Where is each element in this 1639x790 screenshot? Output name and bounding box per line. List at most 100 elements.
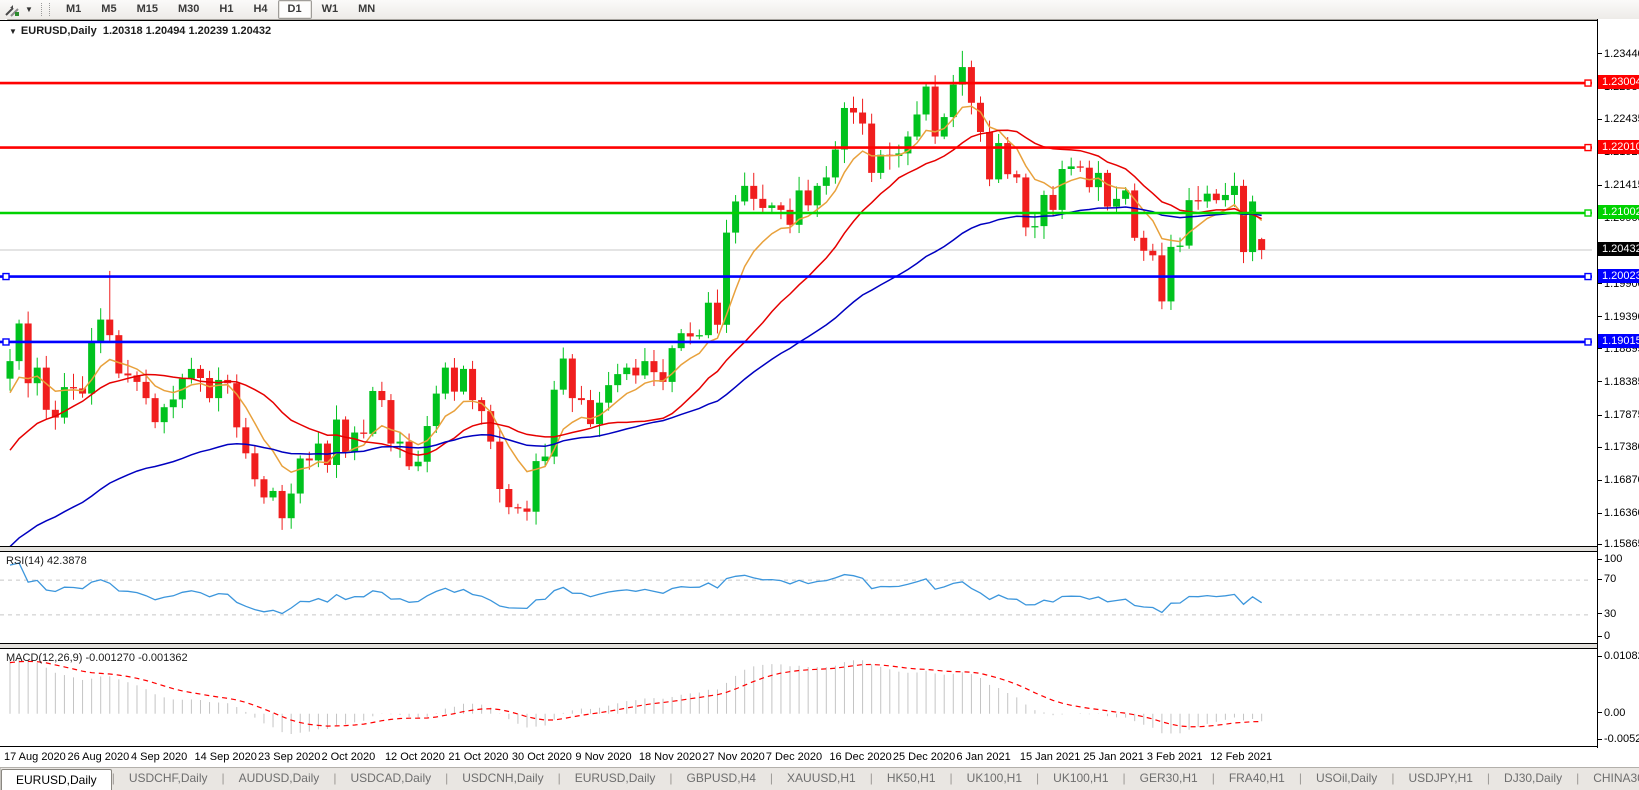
date-label: 12 Oct 2020 xyxy=(384,751,445,763)
date-axis[interactable]: 17 Aug 2020 26 Aug 2020 4 Sep 2020 14 Sep 2… xyxy=(0,747,1597,767)
axis-tick-label: 1.18385 xyxy=(1598,376,1639,388)
panel-splitter[interactable] xyxy=(0,547,1597,551)
macd-plot[interactable] xyxy=(0,649,1597,746)
tab-divider: | xyxy=(669,771,673,785)
tab-divider: | xyxy=(333,771,337,785)
tab-divider: | xyxy=(1122,771,1126,785)
date-label: 17 Aug 2020 xyxy=(4,751,66,763)
timeframe-button-m1[interactable]: M1 xyxy=(66,3,82,15)
candlestick-chart[interactable] xyxy=(0,21,1597,546)
price-level-badge: 1.22010 xyxy=(1598,139,1639,154)
level-anchor-icon xyxy=(1584,143,1592,152)
chart-tab[interactable]: XAUUSD,H1 xyxy=(787,771,856,785)
date-label: 21 Oct 2020 xyxy=(448,751,509,763)
chart-tab[interactable]: EURUSD,Daily xyxy=(1,769,112,790)
date-label: 30 Oct 2020 xyxy=(511,751,572,763)
date-label: 14 Sep 2020 xyxy=(194,751,257,763)
chart-tab[interactable]: EURUSD,Daily xyxy=(574,771,656,785)
tab-divider: | xyxy=(445,771,449,785)
chart-tab[interactable]: UK100,H1 xyxy=(966,771,1023,785)
date-label: 7 Dec 2020 xyxy=(765,751,823,763)
date-label: 12 Feb 2021 xyxy=(1210,751,1273,763)
tabbar-grip xyxy=(0,768,1,790)
price-level-badge: 1.20023 xyxy=(1598,268,1639,283)
chart-tab[interactable]: USDCHF,Daily xyxy=(128,771,208,785)
level-anchor-icon xyxy=(2,338,10,346)
macd-axis-label: -0.005227 xyxy=(1598,733,1639,745)
timeframe-button-m30[interactable]: M30 xyxy=(177,3,200,15)
tab-divider: | xyxy=(221,771,225,785)
chart-ohlc-values: 1.20318 1.20494 1.20239 1.20432 xyxy=(102,25,272,37)
date-label: 16 Dec 2020 xyxy=(829,751,892,763)
chart-tab[interactable]: USDCNH,Daily xyxy=(462,771,544,785)
macd-signal-line xyxy=(9,660,1262,728)
date-label: 9 Nov 2020 xyxy=(575,751,632,763)
axis-tick-label: 1.16870 xyxy=(1598,474,1639,486)
toolbar-grip[interactable] xyxy=(41,3,50,16)
macd-axis-label: 0.00 xyxy=(1598,707,1625,719)
chart-tab[interactable]: CHINA300,H1 xyxy=(1593,771,1639,785)
chart-tab[interactable]: USDCAD,Daily xyxy=(350,771,432,785)
rsi-indicator-panel[interactable]: RSI(14) 42.3878 xyxy=(0,551,1597,644)
timeframe-button-mn[interactable]: MN xyxy=(358,3,376,15)
date-label: 15 Jan 2021 xyxy=(1019,751,1081,763)
date-label: 4 Sep 2020 xyxy=(130,751,188,763)
price-axis[interactable]: 1.234401.229301.224351.219251.214151.209… xyxy=(1597,19,1639,748)
tab-divider: | xyxy=(1576,771,1580,785)
timeframe-toolbar: ▼ M1 M5 M15 M30 H1 H4 D1 W1 MN xyxy=(0,0,1639,20)
level-anchor-icon xyxy=(1584,209,1592,217)
axis-tick-label: 1.15865 xyxy=(1598,538,1639,550)
axis-tick-label: 1.23440 xyxy=(1598,48,1639,60)
tab-divider: | xyxy=(949,771,953,785)
timeframe-button-w1[interactable]: W1 xyxy=(321,3,339,15)
date-label: 6 Jan 2021 xyxy=(956,751,1011,763)
axis-tick-label: 1.16360 xyxy=(1598,507,1639,519)
rsi-line xyxy=(9,562,1263,615)
timeframe-button-h1[interactable]: H1 xyxy=(219,3,234,15)
timeframe-button-d1[interactable]: D1 xyxy=(277,0,312,19)
chart-tools-icon[interactable] xyxy=(3,2,21,17)
timeframe-button-m5[interactable]: M5 xyxy=(101,3,117,15)
rsi-plot[interactable] xyxy=(0,552,1597,643)
chart-tab-bar: EURUSD,Daily | USDCHF,Daily | AUDUSD,Daily | U… xyxy=(0,767,1639,790)
rsi-label: RSI(14) 42.3878 xyxy=(6,555,87,567)
chart-tab[interactable]: HK50,H1 xyxy=(886,771,936,785)
level-anchor-icon xyxy=(1584,338,1592,346)
macd-indicator-panel[interactable]: MACD(12,26,9) -0.001270 -0.001362 xyxy=(0,648,1597,747)
toolbar-dropdown-icon[interactable]: ▼ xyxy=(25,5,33,14)
axis-tick-label: 1.17875 xyxy=(1598,409,1639,421)
date-label: 25 Dec 2020 xyxy=(892,751,956,763)
chart-tab[interactable]: USDJPY,H1 xyxy=(1408,771,1473,785)
timeframe-button-h4[interactable]: H4 xyxy=(253,3,268,15)
tab-divider: | xyxy=(1298,771,1302,785)
ma-line-slow xyxy=(9,206,1262,546)
date-label: 18 Nov 2020 xyxy=(638,751,702,763)
macd-axis-label: 0.010828 xyxy=(1598,650,1639,662)
chart-tab[interactable]: GER30,H1 xyxy=(1139,771,1198,785)
price-level-badge: 1.19015 xyxy=(1598,333,1639,348)
macd-label: MACD(12,26,9) -0.001270 -0.001362 xyxy=(6,652,188,664)
price-level-badge: 1.20432 xyxy=(1598,242,1639,256)
chart-tab[interactable]: USOil,Daily xyxy=(1315,771,1378,785)
symbol-dropdown-icon[interactable]: ▼ xyxy=(9,27,17,36)
rsi-axis-label: 0 xyxy=(1598,630,1610,642)
tabs-holder: EURUSD,Daily | USDCHF,Daily | AUDUSD,Daily | U… xyxy=(1,768,1639,790)
price-chart-panel[interactable]: ▼ EURUSD,Daily 1.20318 1.20494 1.20239 1.… xyxy=(0,20,1597,547)
chart-tab[interactable]: GBPUSD,H4 xyxy=(686,771,756,785)
chart-tab[interactable]: FRA40,H1 xyxy=(1228,771,1285,785)
tab-divider: | xyxy=(769,771,774,785)
timeframe-button-m15[interactable]: M15 xyxy=(136,3,158,15)
rsi-axis-label: 100 xyxy=(1598,553,1622,565)
chart-tab[interactable]: AUDUSD,Daily xyxy=(238,771,320,785)
axis-tick-label: 1.17380 xyxy=(1598,441,1639,453)
date-label: 27 Nov 2020 xyxy=(702,751,765,763)
rsi-axis-label: 30 xyxy=(1598,608,1616,620)
chart-tab[interactable]: UK100,H1 xyxy=(1053,771,1109,785)
level-anchor-icon xyxy=(2,272,10,281)
chart-tab[interactable]: DJ30,Daily xyxy=(1504,771,1563,785)
tab-divider: | xyxy=(557,771,561,785)
panel-splitter[interactable] xyxy=(0,644,1597,648)
axis-tick-label: 1.19390 xyxy=(1598,311,1639,323)
date-label: 3 Feb 2021 xyxy=(1146,751,1203,763)
